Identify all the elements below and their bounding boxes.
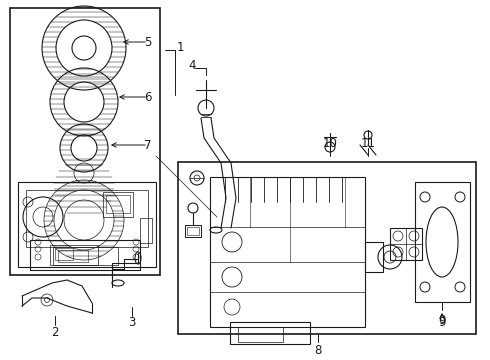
Bar	[365, 242, 383, 272]
Bar	[10, 8, 160, 275]
Bar	[415, 182, 470, 302]
Bar	[18, 182, 156, 267]
Bar	[185, 225, 201, 237]
Text: 8: 8	[314, 343, 322, 356]
Text: 2: 2	[51, 325, 59, 338]
Text: 9: 9	[438, 314, 446, 327]
Bar	[58, 250, 88, 262]
Bar	[390, 228, 422, 260]
Bar	[103, 192, 133, 217]
Text: 10: 10	[322, 136, 338, 149]
Text: 7: 7	[144, 139, 152, 152]
Bar	[210, 177, 365, 327]
Text: 6: 6	[144, 90, 152, 104]
Bar	[106, 195, 130, 213]
Bar	[26, 190, 148, 247]
Bar	[230, 322, 310, 344]
Text: 3: 3	[128, 316, 136, 329]
Bar	[238, 327, 283, 342]
Text: 1: 1	[176, 41, 184, 54]
Bar	[187, 227, 199, 235]
Text: 5: 5	[145, 36, 152, 49]
Bar	[140, 218, 152, 243]
Text: 4: 4	[188, 59, 196, 72]
Bar	[53, 247, 118, 265]
Bar	[50, 245, 98, 265]
Text: 11: 11	[361, 136, 375, 149]
Bar	[30, 240, 140, 270]
Bar	[178, 162, 476, 334]
Text: 9: 9	[438, 315, 446, 328]
Bar	[55, 248, 73, 260]
